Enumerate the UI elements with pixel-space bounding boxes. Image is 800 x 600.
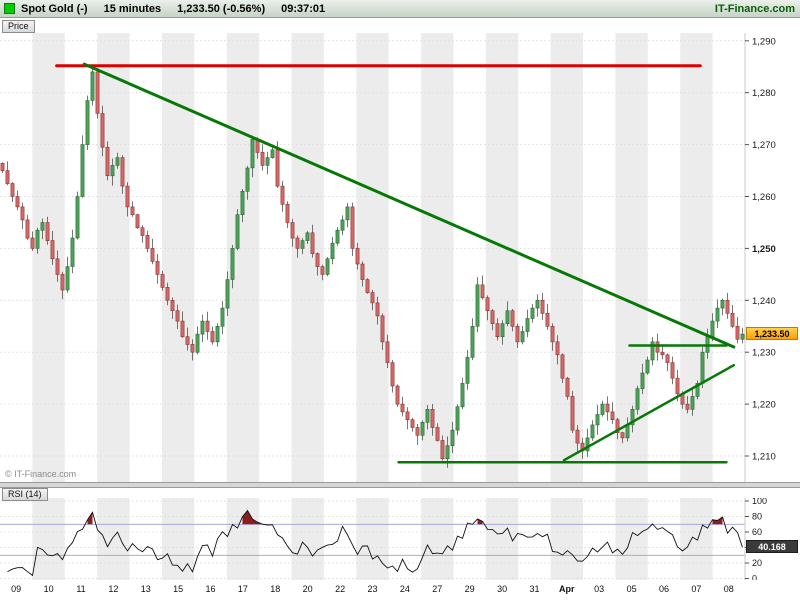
descending-trendline[interactable] <box>82 62 736 349</box>
rsi-gridlines <box>0 500 745 579</box>
time-axis-label: 10 <box>43 584 54 594</box>
candlestick-series <box>0 65 745 468</box>
time-axis-label: 15 <box>173 584 184 594</box>
price-pane-tab[interactable]: Price <box>2 20 35 33</box>
time-axis-label: 16 <box>205 584 216 594</box>
svg-text:0: 0 <box>752 574 757 581</box>
instrument-name: Spot Gold (-) <box>21 2 88 15</box>
copyright-watermark: © IT-Finance.com <box>5 469 77 479</box>
brand-link[interactable]: IT-Finance.com <box>714 2 795 15</box>
rsi-axis[interactable]: 100806040200 <box>744 498 767 581</box>
svg-text:1,210: 1,210 <box>752 452 776 463</box>
time-axis-label: 17 <box>237 584 248 594</box>
time-axis-label: 06 <box>658 584 669 594</box>
last-quote: 1,233.50 (-0.56%) <box>177 2 266 15</box>
rsi-chart[interactable]: 100806040200 <box>0 498 800 580</box>
svg-text:60: 60 <box>752 527 762 537</box>
time-axis-label: Apr <box>559 584 575 594</box>
time-axis-label: 13 <box>140 584 151 594</box>
time-axis[interactable]: 09 10 11 12 13 15 16 17 18 20 22 23 24 27 29 30 31 Apr 03 0… <box>0 580 745 600</box>
svg-text:1,270: 1,270 <box>752 140 776 151</box>
svg-text:1,260: 1,260 <box>752 192 776 203</box>
price-chart[interactable]: 1,290 1,280 1,270 1,260 1,250 1,240 1,230 1,220… <box>0 33 800 482</box>
ascending-trendline[interactable] <box>562 363 736 462</box>
instrument-icon <box>4 3 15 14</box>
time-axis-label: 05 <box>626 584 637 594</box>
svg-text:1,290: 1,290 <box>752 36 776 47</box>
drawn-trendlines <box>55 62 736 464</box>
time-axis-label: 22 <box>335 584 346 594</box>
last-price-badge: 1,233.50 <box>746 327 798 340</box>
svg-text:1,230: 1,230 <box>752 348 776 359</box>
svg-text:1,220: 1,220 <box>752 400 776 411</box>
header-bar: Spot Gold (-) 15 minutes 1,233.50 (-0.56… <box>0 0 800 18</box>
time-axis-label: 27 <box>432 584 443 594</box>
time-axis-label: 29 <box>464 584 475 594</box>
day-bands-rsi <box>32 498 713 580</box>
time-axis-label: 24 <box>399 584 410 594</box>
svg-text:1,280: 1,280 <box>752 88 776 99</box>
price-gridlines <box>0 40 745 457</box>
svg-text:1,240: 1,240 <box>752 296 776 307</box>
rsi-zone-lines <box>0 523 745 556</box>
time-axis-label: 11 <box>76 584 86 594</box>
day-bands <box>32 33 713 482</box>
clock: 09:37:01 <box>281 2 326 15</box>
time-axis-label: 09 <box>11 584 22 594</box>
svg-text:100: 100 <box>752 498 767 506</box>
time-axis-label: 18 <box>270 584 281 594</box>
time-axis-label: 03 <box>594 584 605 594</box>
svg-text:20: 20 <box>752 558 762 568</box>
pane-divider[interactable] <box>0 482 800 488</box>
svg-text:1,250: 1,250 <box>752 244 776 255</box>
svg-text:80: 80 <box>752 512 762 522</box>
rsi-pane-tab[interactable]: RSI (14) <box>2 488 48 501</box>
chart-area: 1,290 1,280 1,270 1,260 1,250 1,240 1,230 1,220… <box>0 18 800 600</box>
time-axis-label: 07 <box>691 584 702 594</box>
price-axis[interactable]: 1,290 1,280 1,270 1,260 1,250 1,240 1,230 1,220… <box>744 33 776 482</box>
time-axis-label: 20 <box>302 584 313 594</box>
rsi-value-badge: 40.168 <box>746 540 798 553</box>
rsi-line <box>7 509 743 577</box>
time-axis-label: 12 <box>108 584 119 594</box>
time-axis-label: 30 <box>497 584 508 594</box>
time-axis-label: 23 <box>367 584 378 594</box>
timeframe-label: 15 minutes <box>103 2 162 15</box>
time-axis-label: 31 <box>529 584 540 594</box>
time-axis-label: 08 <box>723 584 734 594</box>
